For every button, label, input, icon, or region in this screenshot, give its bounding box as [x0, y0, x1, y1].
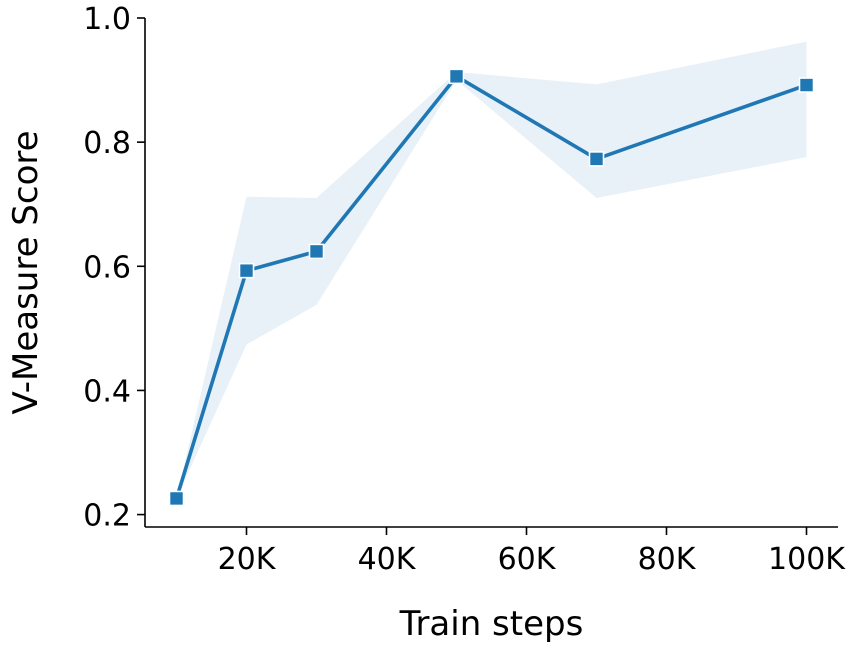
x-tick-label: 80K	[638, 542, 697, 577]
y-tick-label: 0.6	[83, 250, 131, 285]
y-tick-label: 0.4	[83, 374, 131, 409]
x-tick-label: 20K	[218, 542, 277, 577]
series-line	[174, 74, 809, 501]
x-axis-title: Train steps	[399, 604, 584, 644]
x-tick-label: 60K	[498, 542, 557, 577]
data-point-marker	[238, 262, 255, 279]
axes	[144, 18, 838, 528]
x-axis-ticks: 20K 40K 60K 80K 100K	[218, 527, 846, 577]
y-tick-label: 1.0	[83, 2, 131, 37]
series-marker-layer	[168, 68, 815, 507]
x-tick-label: 40K	[358, 542, 417, 577]
y-tick-label: 0.2	[83, 499, 131, 534]
x-tick-label: 100K	[768, 542, 846, 577]
series-line-layer	[174, 74, 809, 501]
data-point-marker	[168, 490, 185, 507]
confidence-band	[176, 41, 807, 499]
confidence-band-layer	[176, 41, 807, 499]
y-axis-ticks: 0.2 0.4 0.6 0.8 1.0	[83, 2, 145, 534]
data-point-marker	[308, 243, 325, 260]
y-axis-title: V-Measure Score	[6, 130, 46, 414]
data-point-marker	[588, 151, 605, 167]
data-point-marker	[448, 68, 465, 85]
y-tick-label: 0.8	[83, 126, 131, 161]
data-point-marker	[798, 77, 815, 93]
